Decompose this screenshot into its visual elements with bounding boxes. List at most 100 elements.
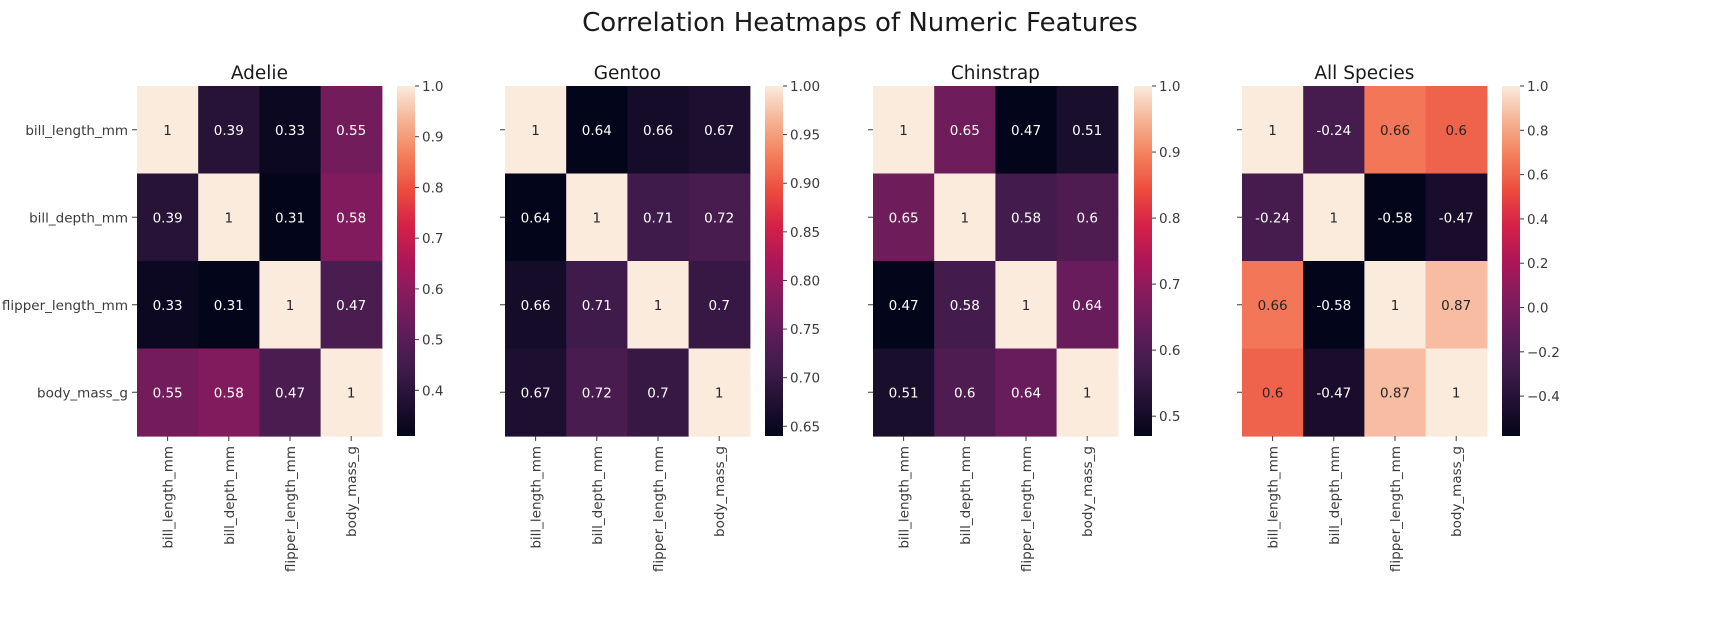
heatmap-cell [1364,261,1427,350]
heatmap-cell [320,261,383,350]
colorbar-tick-label: 0.6 [422,282,443,298]
cell-annotation: -0.58 [1316,298,1351,314]
cell-annotation: 0.66 [521,298,551,314]
cell-annotation: 0.64 [1011,385,1041,401]
heatmap-cell [1425,261,1488,350]
colorbar-tick-label: 0.70 [790,371,820,387]
cell-annotation: 1 [715,385,724,401]
cell-annotation: 1 [961,210,970,226]
colorbar-tick-label: 0.8 [422,180,443,196]
cell-annotation: 0.58 [214,385,244,401]
heatmap-cell [1303,348,1365,437]
colorbar-tick-label: 0.6 [1159,343,1180,359]
heatmap-cell [1303,261,1365,350]
heatmap-cell [505,261,567,350]
cell-annotation: 0.66 [1380,123,1410,139]
cell-annotation: -0.47 [1439,210,1474,226]
colorbar-tick-label: 1.0 [422,79,443,95]
heatmap-cell [1056,173,1119,262]
cell-annotation: 0.7 [708,298,729,314]
cell-annotation: -0.24 [1255,210,1290,226]
colorbar-tick-label: 0.6 [1527,168,1548,184]
cell-annotation: 0.65 [950,123,980,139]
heatmap-cell [320,86,383,175]
heatmap-cell [873,173,935,262]
heatmap-cell [137,261,199,350]
colorbar-tick-label: 1.00 [790,79,820,95]
cell-annotation: 0.87 [1441,298,1471,314]
cell-annotation: 0.6 [1262,385,1283,401]
heatmap-cell [1056,261,1119,350]
heatmap-cell [1056,86,1119,175]
cell-annotation: 0.64 [521,210,551,226]
heatmap-panels: Adelie 1 0.39 0.33 0.55 0.39 1 0.31 0.58 0.33 0.31… [2,63,1560,572]
heatmap-cell [1056,348,1119,437]
colorbar-tick-label: 0.7 [422,231,443,247]
cell-annotation: 0.72 [704,210,734,226]
cell-annotation: 0.55 [153,385,183,401]
cell-annotation: 1 [286,298,295,314]
panel-title: All Species [1314,63,1414,84]
heatmap-cell [1425,173,1488,262]
y-tick-label: flipper_length_mm [2,298,128,314]
cell-annotation: 0.67 [704,123,734,139]
heatmap-cell [627,173,690,262]
colorbar-tick-label: 0.2 [1527,256,1548,272]
cell-annotation: 0.47 [1011,123,1041,139]
cell-annotation: 0.64 [1072,298,1102,314]
heatmap-cell [137,173,199,262]
heatmap-cell [505,348,567,437]
colorbar-tick-label: 0.80 [790,273,820,289]
cell-annotation: 0.47 [336,298,366,314]
x-tick-label: flipper_length_mm [1388,446,1404,572]
x-tick-label: bill_depth_mm [1327,446,1343,545]
x-tick-label: body_mass_g [344,446,360,537]
colorbar-tick-label: −0.2 [1527,345,1560,361]
cell-annotation: 0.47 [275,385,305,401]
cell-annotation: -0.24 [1316,123,1351,139]
heatmap-cell [1242,348,1304,437]
colorbar-tick-label: −0.4 [1527,389,1560,405]
cell-annotation: 0.39 [153,210,183,226]
heatmap-cell [1303,86,1365,175]
cell-annotation: 0.31 [214,298,244,314]
cell-annotation: 0.51 [889,385,919,401]
x-tick-label: bill_length_mm [1266,446,1282,549]
heatmap-cell [566,348,628,437]
heatmap-cell [505,86,567,175]
heatmap-cell [934,348,996,437]
heatmap-cell [259,348,322,437]
cell-annotation: 0.7 [647,385,668,401]
x-tick-label: body_mass_g [1449,446,1465,537]
cell-annotation: 0.58 [950,298,980,314]
heatmap-cell [688,261,751,350]
cell-annotation: 1 [163,123,172,139]
x-tick-label: body_mass_g [1080,446,1096,537]
heatmap-cell [137,348,199,437]
heatmap-cell [1242,173,1304,262]
cell-annotation: 0.33 [275,123,305,139]
heatmap-cell [1303,173,1365,262]
heatmap-cell [995,348,1058,437]
cell-annotation: 0.55 [336,123,366,139]
cell-annotation: 1 [347,385,356,401]
panel-title: Adelie [231,63,288,84]
heatmap-cell [1364,86,1427,175]
cell-annotation: 0.31 [275,210,305,226]
colorbar-tick-label: 0.65 [790,419,820,435]
heatmap-cell [320,348,383,437]
cell-annotation: 1 [1330,210,1339,226]
cell-annotation: 0.6 [954,385,975,401]
colorbar-tick-label: 0.0 [1527,301,1548,317]
heatmap-cell [627,348,690,437]
heatmap-cell [995,173,1058,262]
x-tick-label: flipper_length_mm [283,446,299,572]
cell-annotation: 1 [899,123,908,139]
heatmap-cell [566,86,628,175]
colorbar-tick-label: 0.90 [790,176,820,192]
cell-annotation: 1 [1391,298,1400,314]
colorbar-tick-label: 0.85 [790,225,820,241]
colorbar-tick-label: 1.0 [1159,79,1180,95]
heatmap-cell [1242,261,1304,350]
